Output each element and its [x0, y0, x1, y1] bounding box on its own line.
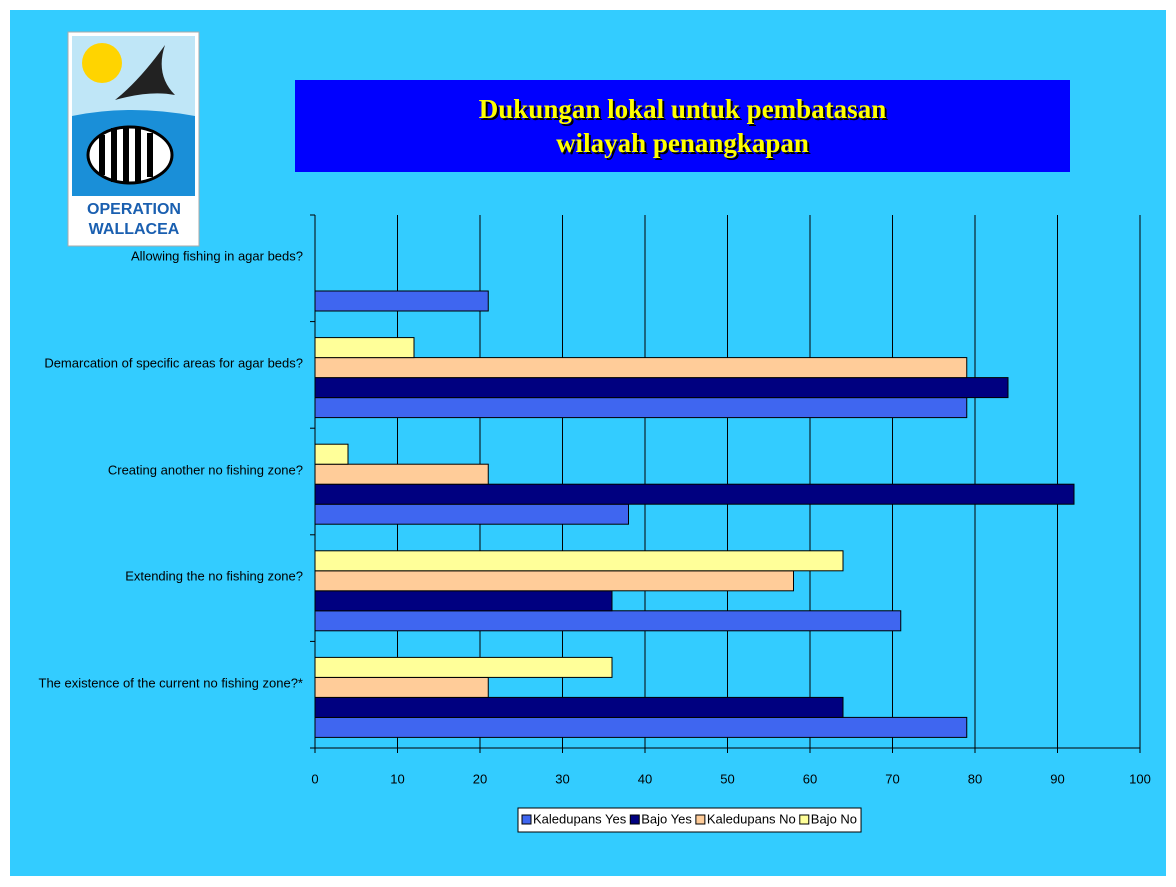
logo-text: OPERATION	[87, 201, 181, 218]
chart-title: Dukungan lokal untuk pembatasan wilayah …	[295, 80, 1070, 172]
logo: OPERATION WALLACEA	[67, 31, 200, 247]
bar	[314, 716, 968, 738]
legend-label: Kaledupans No	[707, 811, 796, 826]
legend	[517, 807, 862, 833]
bar	[314, 397, 968, 419]
legend-label: Bajo No	[811, 811, 857, 826]
category-label: Creating another no fishing zone?	[107, 462, 303, 477]
legend-swatch	[629, 814, 640, 825]
legend-label: Kaledupans Yes	[533, 811, 627, 826]
bar	[314, 610, 902, 632]
legend-label: Bajo Yes	[641, 811, 692, 826]
bar	[314, 696, 844, 718]
bar	[314, 676, 489, 698]
bar	[314, 590, 613, 612]
bar	[314, 357, 968, 379]
bar	[314, 377, 1009, 399]
bar	[314, 656, 613, 678]
bar	[314, 337, 415, 359]
x-tick-label: 70	[885, 771, 899, 786]
bar	[314, 550, 844, 572]
bar	[314, 463, 489, 485]
x-tick-label: 30	[555, 771, 569, 786]
legend-swatch	[799, 814, 810, 825]
category-label: The existence of the current no fishing …	[38, 675, 304, 691]
x-tick-label: 80	[968, 771, 982, 786]
x-tick-label: 100	[1129, 771, 1151, 786]
bar	[314, 290, 489, 312]
category-label: Extending the no fishing zone?	[125, 568, 303, 584]
logo-text: WALLACEA	[89, 221, 180, 238]
x-tick-label: 90	[1050, 771, 1064, 786]
legend-swatch	[521, 814, 532, 825]
legend-swatch	[695, 814, 706, 825]
bar	[314, 503, 629, 525]
bar	[314, 483, 1075, 505]
x-tick-label: 0	[311, 771, 318, 786]
bar	[314, 443, 349, 465]
category-label: Allowing fishing in agar beds?	[131, 248, 303, 264]
x-tick-label: 40	[638, 771, 652, 786]
x-tick-label: 20	[473, 771, 487, 786]
bar	[314, 570, 794, 592]
x-tick-label: 10	[390, 771, 404, 786]
x-tick-label: 60	[803, 771, 817, 786]
category-label: Demarcation of specific areas for agar b…	[44, 355, 303, 371]
x-tick-label: 50	[720, 771, 734, 786]
